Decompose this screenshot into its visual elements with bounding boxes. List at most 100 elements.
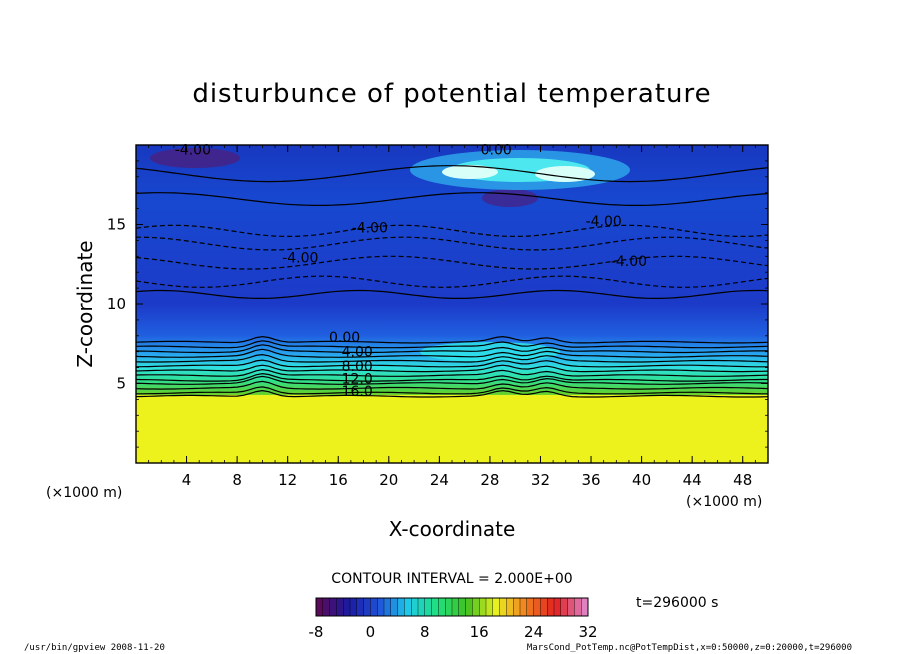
colorbar-cell [390,597,399,617]
colorbar-cell [506,597,514,617]
contour-line [136,165,768,183]
colorbar-cell [513,597,521,617]
y-tick-label: 5 [116,375,126,393]
contour-line [136,335,768,344]
footer-right: MarsCond_PotTemp.nc@PotTempDist,x=0:5000… [527,643,852,653]
chart-title: disturbunce of potential temperature [192,79,711,109]
colorbar-cell [343,597,351,617]
contour-label: -4.00 [352,220,388,236]
colorbar-cell [567,597,575,617]
colorbar-cell [581,597,589,617]
contour-line [136,375,768,385]
x-tick-label: 12 [278,471,297,489]
contour-label: 4.00 [342,344,373,360]
contour-label: 0.00 [329,330,360,346]
colorbar-cell [465,597,473,617]
min-region [150,148,240,168]
colorbar-tick-label: 0 [366,623,376,641]
contour-line [136,344,768,354]
colorbar-cell [526,597,535,617]
contour-line [136,368,768,377]
colorbar-cell [540,597,548,617]
contour-line [136,236,768,251]
colorbar-cell [377,597,385,617]
colorbar-cell [417,597,426,617]
colorbar-cell [499,597,507,617]
contour-label: 16.0 [342,384,373,400]
colorbar-cell [438,597,446,617]
x-tick-label: 4 [182,471,192,489]
colorbar-ticks: -8 0 8 16 24 32 [309,623,598,641]
colorbar-cell [533,597,541,617]
colorbar [315,597,589,617]
colorbar-tick-label: 8 [420,623,430,641]
colorbar-cell [383,597,392,617]
x-unit-right: (×1000 m) [686,494,762,510]
contour-label: -4.00 [611,254,647,270]
contour-label: 8.00 [342,359,373,375]
max-region [442,165,498,179]
contour-line [136,372,768,382]
colorbar-frame [315,597,589,617]
colorbar-cell [424,597,433,617]
contour-label: 12.0 [342,372,373,388]
colorbar-cell [431,597,439,617]
x-tick-label: 24 [430,471,449,489]
contour-line [136,275,768,288]
colorbar-cell [329,597,337,617]
contour-label: -4.00 [586,214,622,230]
colorbar-tick-label: 32 [578,623,597,641]
contour-line [136,359,768,368]
x-tick-label: 36 [581,471,600,489]
contour-line [136,340,768,349]
colorbar-cell [397,597,405,617]
contour-line [136,348,768,358]
colorbar-cell [492,597,501,617]
x-tick-label: 28 [480,471,499,489]
colorbar-tick-label: -8 [309,623,324,641]
x-unit-left: (×1000 m) [46,485,122,501]
contour-line [136,289,768,299]
contour-line [136,255,768,270]
footer-left: /usr/bin/gpview 2008-11-20 [24,643,165,653]
colorbar-cell [411,597,419,617]
x-tick-label: 40 [632,471,651,489]
contour-lines [136,165,768,398]
heatmap-field [136,145,768,463]
min-region [482,189,538,207]
x-tick-label: 48 [733,471,752,489]
x-axis-label: X-coordinate [389,517,516,541]
x-axis: 4 8 12 16 20 24 28 32 36 40 44 48 [135,145,769,489]
colorbar-cell [445,597,453,617]
colorbar-cell [356,597,365,617]
colorbar-cell [519,597,528,617]
colorbar-cell [485,597,494,617]
y-axis-label: Z-coordinate [73,240,97,367]
time-label: t=296000 s [636,595,718,611]
contour-line [136,364,768,373]
x-tick-label: 8 [232,471,242,489]
max-region [535,166,595,182]
colorbar-cell [547,597,555,617]
contour-line [136,192,768,206]
contour-label: -4.00 [282,251,318,267]
contour-label: 0.00 [481,143,512,159]
contour-label: -4.00 [175,143,211,159]
colorbar-cell [479,597,487,617]
contour-line [136,224,768,238]
contour-interval: CONTOUR INTERVAL = 2.000E+00 [331,571,572,587]
colorbar-tick-label: 16 [470,623,489,641]
colorbar-cell [336,597,344,617]
x-tick-label: 20 [379,471,398,489]
contour-labels: -4.00 0.00-4.00 -4.00-4.00 -4.000.004.008.0… [175,143,647,401]
colorbar-cell [560,597,569,617]
colorbar-cell [322,597,331,617]
x-tick-label: 32 [531,471,550,489]
contour-line [136,353,768,363]
colorbar-cell [451,597,460,617]
contour-line [136,389,768,398]
contour-line [136,386,768,395]
colorbar-cell [553,597,562,617]
